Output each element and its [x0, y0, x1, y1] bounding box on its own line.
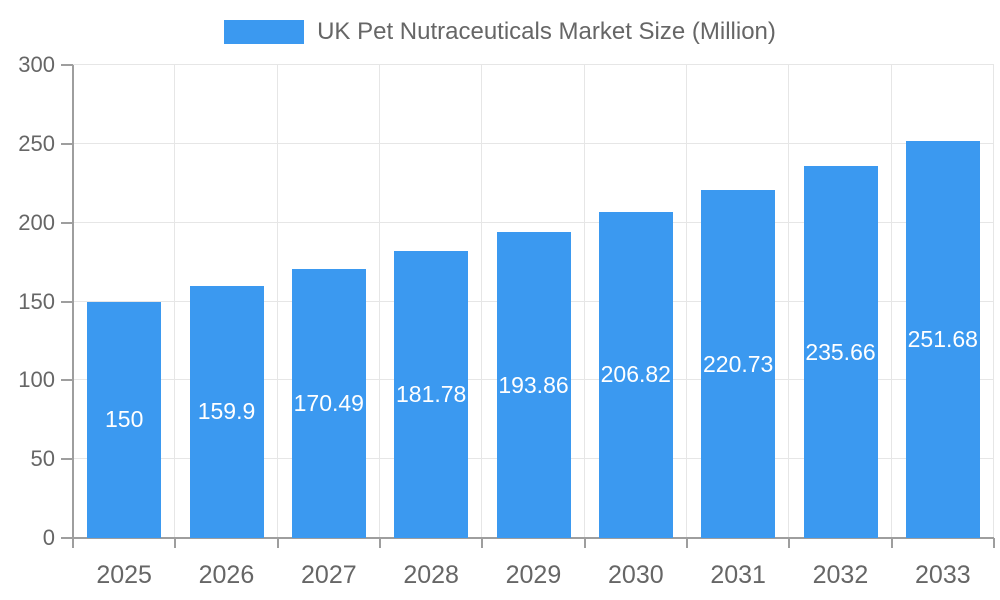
y-axis-tick-label: 50	[30, 446, 55, 471]
bar-value-label: 159.9	[197, 398, 256, 425]
x-axis-tick-label: 2031	[710, 561, 766, 589]
y-axis-tick-mark	[61, 222, 73, 224]
legend[interactable]: UK Pet Nutraceuticals Market Size (Milli…	[0, 17, 1000, 47]
y-axis-tick-mark	[61, 143, 73, 145]
y-axis-tick-mark	[61, 537, 73, 539]
bar-value-label: 220.73	[703, 350, 774, 377]
x-axis-tick-label: 2026	[198, 561, 255, 589]
x-axis-tick-label: 2025	[96, 561, 152, 589]
bar-value-label: 181.78	[396, 381, 467, 408]
bar[interactable]: 150	[87, 301, 162, 538]
y-axis-tick-label: 150	[18, 289, 55, 314]
gridline-vertical	[891, 65, 892, 538]
x-axis-tick-label: 2032	[812, 561, 869, 589]
y-axis-tick-label: 250	[18, 131, 55, 156]
gridline-vertical	[174, 65, 175, 538]
x-axis-tick-mark	[686, 538, 688, 548]
gridline-vertical	[379, 65, 380, 538]
y-axis-tick-mark	[61, 458, 73, 460]
x-axis-tick-label: 2033	[915, 561, 971, 589]
bar-value-label: 206.82	[600, 361, 671, 388]
bar[interactable]: 181.78	[394, 251, 469, 538]
x-axis-tick-mark	[584, 538, 586, 548]
bar-value-label: 235.66	[805, 338, 876, 365]
bar[interactable]: 193.86	[496, 232, 571, 538]
y-axis-tick-mark	[61, 64, 73, 66]
x-axis-tick-label: 2029	[505, 561, 562, 589]
bar-value-label: 251.68	[907, 326, 978, 353]
gridline-vertical	[277, 65, 278, 538]
gridline-vertical	[584, 65, 585, 538]
x-axis-tick-label: 2030	[608, 561, 664, 589]
y-axis-tick-label: 0	[42, 525, 55, 550]
x-axis-tick-mark	[379, 538, 381, 548]
gridline-vertical	[788, 65, 789, 538]
bar[interactable]: 206.82	[598, 211, 673, 538]
gridline-horizontal	[73, 143, 994, 144]
bar[interactable]: 159.9	[189, 285, 264, 538]
bar-value-label: 150	[105, 406, 144, 433]
bar-value-label: 170.49	[293, 390, 364, 417]
x-axis-tick-mark	[993, 538, 995, 548]
legend-swatch	[224, 20, 305, 44]
x-axis-line	[73, 537, 994, 539]
y-axis-tick-label: 200	[18, 210, 55, 235]
bar[interactable]: 220.73	[701, 190, 776, 538]
y-axis-tick-label: 300	[18, 52, 55, 77]
gridline-horizontal	[73, 64, 994, 65]
y-axis-tick-label: 100	[18, 367, 55, 392]
y-axis-tick-mark	[61, 301, 73, 303]
x-axis-tick-mark	[174, 538, 176, 548]
y-axis-line	[72, 65, 74, 538]
x-axis-tick-mark	[891, 538, 893, 548]
bar[interactable]: 170.49	[291, 269, 366, 538]
bar[interactable]: 235.66	[803, 166, 878, 538]
gridline-vertical	[481, 65, 482, 538]
y-axis-tick-mark	[61, 379, 73, 381]
gridline-vertical	[686, 65, 687, 538]
x-axis-tick-mark	[72, 538, 74, 548]
x-axis-tick-mark	[788, 538, 790, 548]
x-axis-tick-label: 2027	[301, 561, 357, 589]
x-axis-tick-label: 2028	[403, 561, 459, 589]
bar-value-label: 193.86	[498, 371, 569, 398]
x-axis-tick-mark	[277, 538, 279, 548]
gridline-horizontal	[73, 222, 994, 223]
legend-label: UK Pet Nutraceuticals Market Size (Milli…	[317, 18, 776, 45]
bar[interactable]: 251.68	[905, 141, 980, 538]
x-axis-tick-mark	[481, 538, 483, 548]
gridline-vertical	[993, 65, 994, 538]
